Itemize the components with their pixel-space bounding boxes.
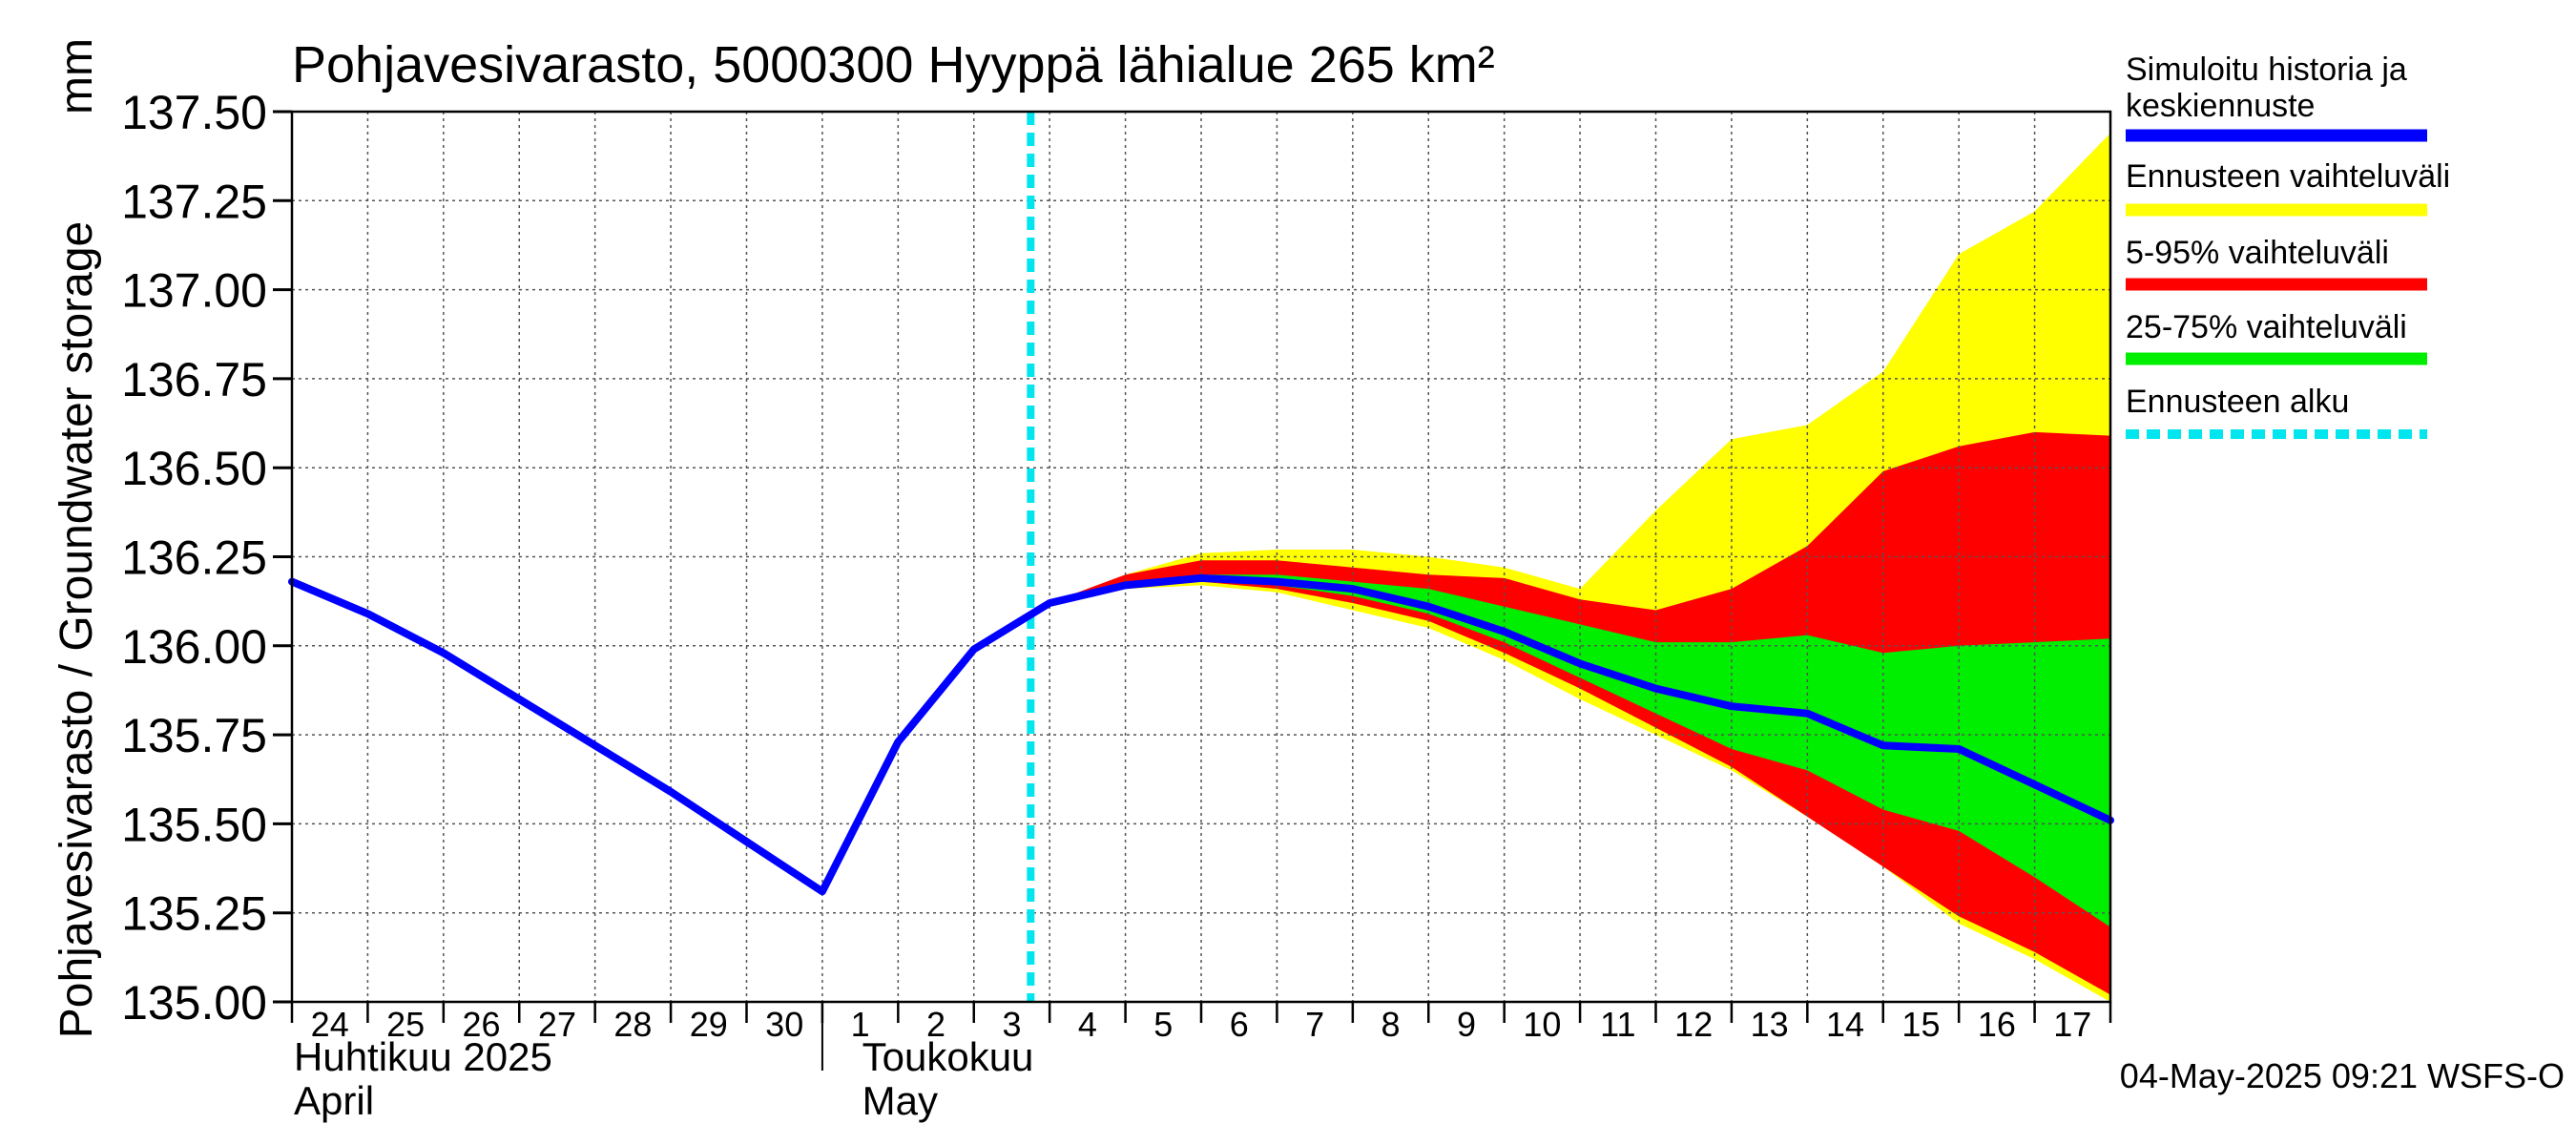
- series-line-median: [288, 573, 2114, 896]
- month-label-fi: Toukokuu: [862, 1034, 1034, 1079]
- x-tick-label: 10: [1523, 1005, 1561, 1044]
- x-tick-label: 1: [851, 1005, 870, 1044]
- y-tick-label: 137.00: [121, 264, 267, 318]
- x-tick-label: 15: [1901, 1005, 1940, 1044]
- x-tick-label: 9: [1457, 1005, 1476, 1044]
- legend-label: Ennusteen vaihteluväli: [2126, 158, 2450, 195]
- x-tick-label: 13: [1751, 1005, 1789, 1044]
- plot-area: 135.00 135.25 135.50 135.75 136.00 136.25 136.…: [121, 86, 2114, 1123]
- x-tick-label: 28: [613, 1005, 652, 1044]
- x-tick-label: 29: [690, 1005, 728, 1044]
- x-tick-label: 7: [1305, 1005, 1324, 1044]
- footer-timestamp: 04-May-2025 09:21 WSFS-O: [2120, 1056, 2565, 1095]
- band-p5-95: [1049, 431, 2110, 995]
- x-tick-label: 4: [1078, 1005, 1097, 1044]
- band-p25-75: [1049, 574, 2110, 927]
- month-label-fi: Huhtikuu 2025: [294, 1034, 552, 1079]
- y-tick-label: 136.25: [121, 531, 267, 585]
- y-tick-label: 135.50: [121, 798, 267, 851]
- legend-label: Simuloitu historia ja: [2126, 52, 2407, 88]
- x-tick-label: 14: [1826, 1005, 1864, 1044]
- y-tick-label: 137.25: [121, 175, 267, 228]
- y-tick-label: 135.00: [121, 976, 267, 1030]
- x-tick-label: 16: [1978, 1005, 2016, 1044]
- legend-label: 25-75% vaihteluväli: [2126, 309, 2407, 345]
- x-tick-label: 12: [1674, 1005, 1713, 1044]
- y-tick-label: 136.50: [121, 442, 267, 495]
- x-tick-label: 5: [1153, 1005, 1173, 1044]
- x-tick-label: 27: [538, 1005, 576, 1044]
- y-tick-label: 137.50: [121, 86, 267, 139]
- x-tick-label: 8: [1381, 1005, 1401, 1044]
- y-axis-label: Pohjavesivarasto / Groundwater storage: [52, 221, 102, 1038]
- x-tick-label: 30: [765, 1005, 803, 1044]
- month-label-en: May: [862, 1078, 938, 1123]
- x-tick-label: 3: [1002, 1005, 1021, 1044]
- legend-label: keskiennuste: [2126, 88, 2315, 124]
- x-tick-label: 17: [2053, 1005, 2091, 1044]
- legend-label: 5-95% vaihteluväli: [2126, 235, 2389, 271]
- y-tick-label: 136.00: [121, 620, 267, 674]
- x-tick-label: 11: [1600, 1005, 1635, 1044]
- chart-title: Pohjavesivarasto, 5000300 Hyyppä lähialu…: [292, 36, 1495, 94]
- x-tick-label: 25: [386, 1005, 425, 1044]
- x-tick-label: 26: [463, 1005, 501, 1044]
- month-label-en: April: [294, 1078, 374, 1123]
- y-tick-label: 135.25: [121, 887, 267, 941]
- x-tick-label: 2: [926, 1005, 945, 1044]
- x-tick-label: 24: [311, 1005, 349, 1044]
- y-tick-label: 136.75: [121, 353, 267, 406]
- y-axis-unit: mm: [52, 38, 102, 114]
- legend-label: Ennusteen alku: [2126, 384, 2349, 420]
- y-tick-label: 135.75: [121, 709, 267, 762]
- x-tick-label: 6: [1230, 1005, 1249, 1044]
